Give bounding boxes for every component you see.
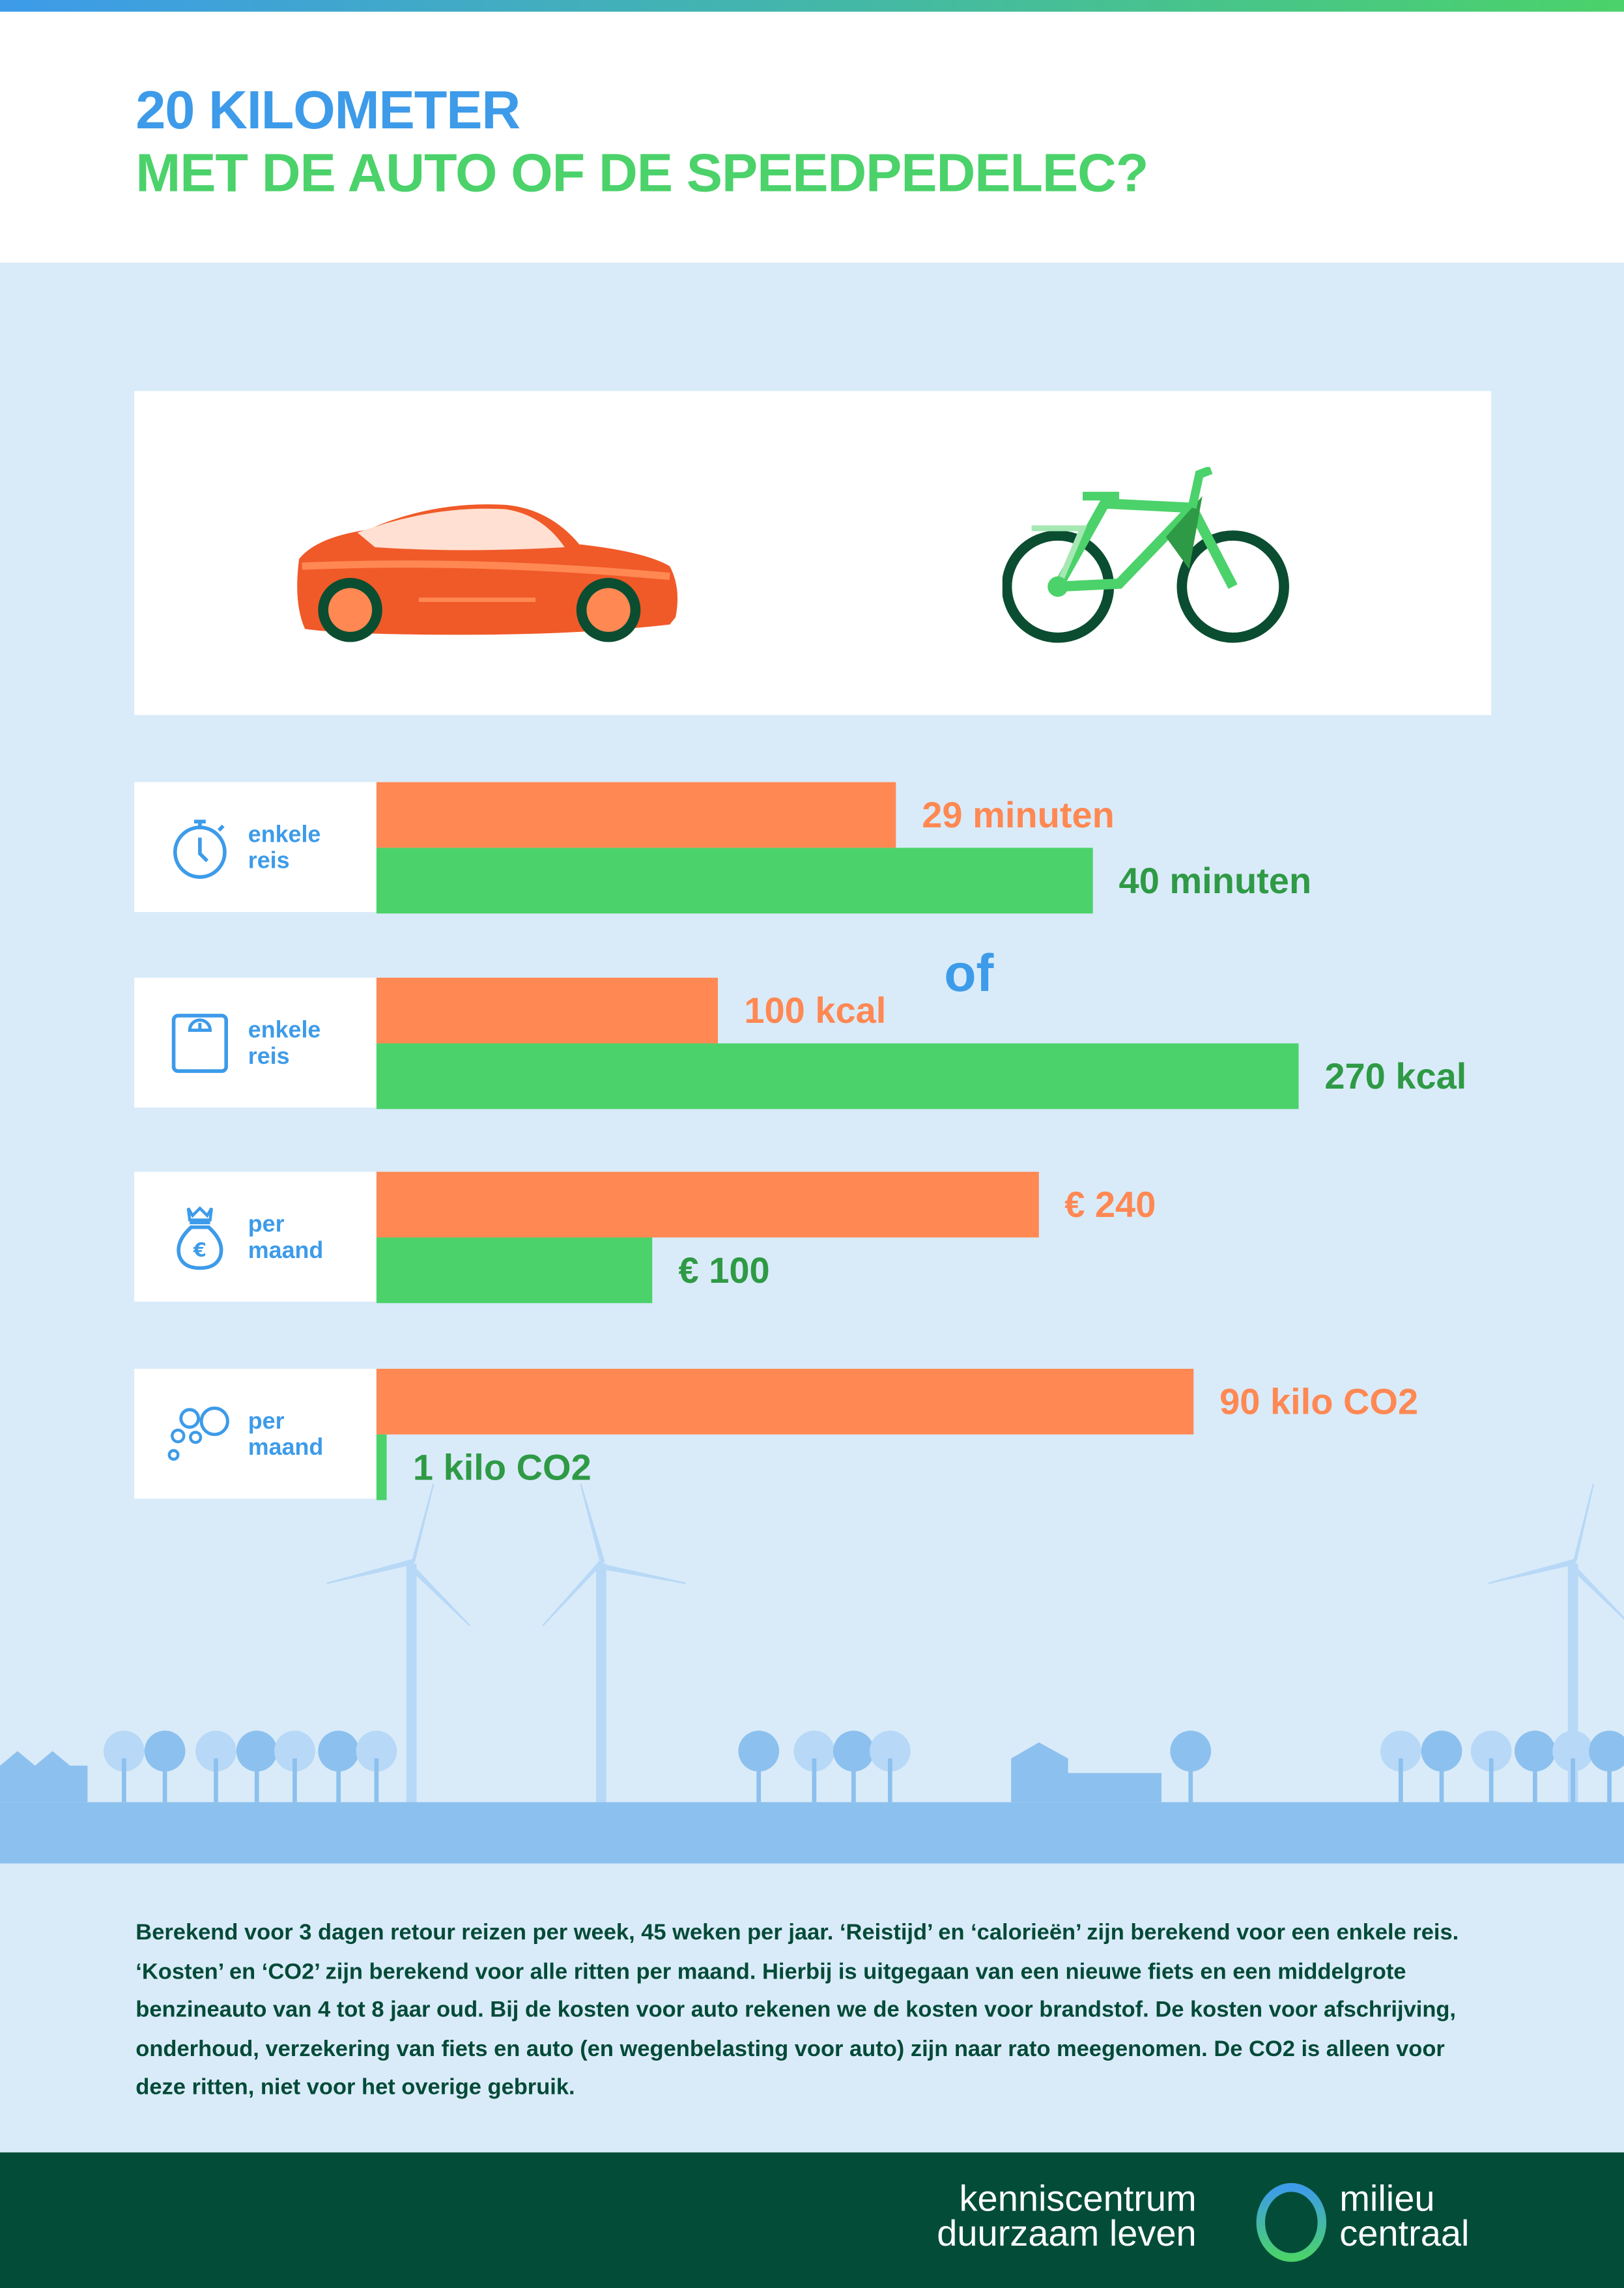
- row-label-line2: reis: [248, 1044, 290, 1070]
- tree-trunk: [1188, 1758, 1193, 1803]
- row-label-line2: maand: [248, 1436, 324, 1461]
- tree: [236, 1730, 278, 1772]
- comparison-card: of: [134, 391, 1492, 1003]
- row-label-line1: per: [248, 1409, 285, 1435]
- logo-right: milieu centraal: [1339, 2179, 1470, 2255]
- logo-text: centraal: [1339, 2213, 1470, 2255]
- logo-text: duurzaam leven: [937, 2213, 1197, 2255]
- tree: [1421, 1730, 1462, 1772]
- tree: [144, 1730, 186, 1772]
- car-bar: [376, 782, 896, 848]
- tree-trunk: [254, 1758, 259, 1803]
- tree: [738, 1730, 780, 1772]
- tree: [869, 1730, 911, 1772]
- tree-trunk: [1607, 1758, 1612, 1803]
- tree: [318, 1730, 360, 1772]
- bike-value-label: € 100: [678, 1250, 770, 1292]
- row-label-line2: maand: [248, 1238, 324, 1264]
- tree: [1589, 1730, 1624, 1772]
- money-bag-icon: €: [177, 1206, 223, 1270]
- row-label-calories: enkele reis: [134, 977, 377, 1108]
- car-value-label: € 240: [1064, 1184, 1156, 1226]
- bar-chart: 29 minuten 40 minuten 100 kcal 270 kcal € 24…: [376, 782, 1467, 1500]
- bike-value-label: 270 kcal: [1324, 1056, 1467, 1098]
- row-label-line1: enkele: [248, 1018, 321, 1044]
- tree: [1470, 1730, 1512, 1772]
- tree: [356, 1730, 397, 1772]
- page-title-line2: MET DE AUTO OF DE SPEEDPEDELEC?: [135, 143, 1148, 203]
- tree-trunk: [1489, 1758, 1494, 1803]
- wind-turbines: [326, 1483, 1624, 1806]
- houses: [0, 1751, 88, 1803]
- bike-value-label: 40 minuten: [1118, 861, 1312, 902]
- bike-bar: [376, 1043, 1299, 1109]
- bike-bar: [376, 1237, 653, 1304]
- tree: [274, 1730, 315, 1772]
- bike-bar: [376, 1434, 387, 1500]
- bike-bar: [376, 848, 1093, 914]
- row-label-time: enkele reis: [134, 782, 377, 912]
- speed-pedelec-icon: [1002, 466, 1289, 643]
- milieu-centraal-ring-logo: [1256, 2182, 1327, 2262]
- tree-trunk: [122, 1758, 126, 1803]
- or-label: of: [944, 942, 994, 1003]
- bike-value-label: 1 kilo CO2: [412, 1447, 591, 1489]
- tree: [1515, 1730, 1556, 1772]
- logo-text: kenniscentrum: [959, 2179, 1197, 2220]
- tree: [1380, 1730, 1421, 1772]
- car-bar: [376, 1171, 1038, 1238]
- row-label-cost: € per maand: [134, 1171, 377, 1302]
- car-bar: [376, 977, 719, 1044]
- page-title-line1: 20 KILOMETER: [135, 80, 520, 141]
- tree-trunk: [812, 1758, 817, 1803]
- row-label-line1: per: [248, 1212, 285, 1238]
- tree-trunk: [887, 1758, 892, 1803]
- car-value-label: 100 kcal: [744, 990, 887, 1032]
- tree-trunk: [1571, 1758, 1575, 1803]
- car-value-label: 90 kilo CO2: [1219, 1382, 1419, 1423]
- car-value-label: 29 minuten: [922, 795, 1115, 837]
- footnote: Berekend voor 3 dagen retour reizen per …: [135, 1920, 1459, 2100]
- tree-trunk: [336, 1758, 341, 1803]
- farm: [1011, 1742, 1161, 1803]
- scale-icon: [171, 1014, 228, 1073]
- row-label-line1: enkele: [248, 823, 321, 848]
- stopwatch-icon: [173, 820, 227, 879]
- row-label-co2: per maand: [134, 1369, 377, 1499]
- tree: [793, 1730, 835, 1772]
- ground: [0, 1802, 1624, 1864]
- car-bar: [376, 1369, 1193, 1435]
- row-label-line2: reis: [248, 849, 290, 874]
- svg-text:€: €: [193, 1239, 207, 1261]
- wind-turbine: [542, 1483, 686, 1806]
- tree: [104, 1730, 145, 1772]
- top-gradient-bar: [0, 0, 1624, 12]
- tree-trunk: [851, 1758, 856, 1803]
- logo-text: milieu: [1339, 2179, 1435, 2220]
- car-icon: [297, 504, 678, 642]
- landscape-illustration: [0, 1483, 1624, 1864]
- co2-bubbles-icon: [167, 1407, 229, 1461]
- tree: [1552, 1730, 1593, 1772]
- tree-trunk: [1533, 1758, 1537, 1803]
- logo-left: kenniscentrum duurzaam leven: [937, 2179, 1197, 2255]
- tree-trunk: [1398, 1758, 1403, 1803]
- tree-trunk: [1439, 1758, 1444, 1803]
- tree-trunk: [292, 1758, 297, 1803]
- tree-trunk: [374, 1758, 379, 1803]
- trees: [104, 1730, 1624, 1803]
- tree: [1170, 1730, 1212, 1772]
- tree-trunk: [756, 1758, 762, 1803]
- tree: [833, 1730, 874, 1772]
- footer: kenniscentrum duurzaam leven milieu cent…: [0, 2152, 1624, 2288]
- tree: [195, 1730, 236, 1772]
- tree-trunk: [214, 1758, 218, 1803]
- tree-trunk: [162, 1758, 167, 1803]
